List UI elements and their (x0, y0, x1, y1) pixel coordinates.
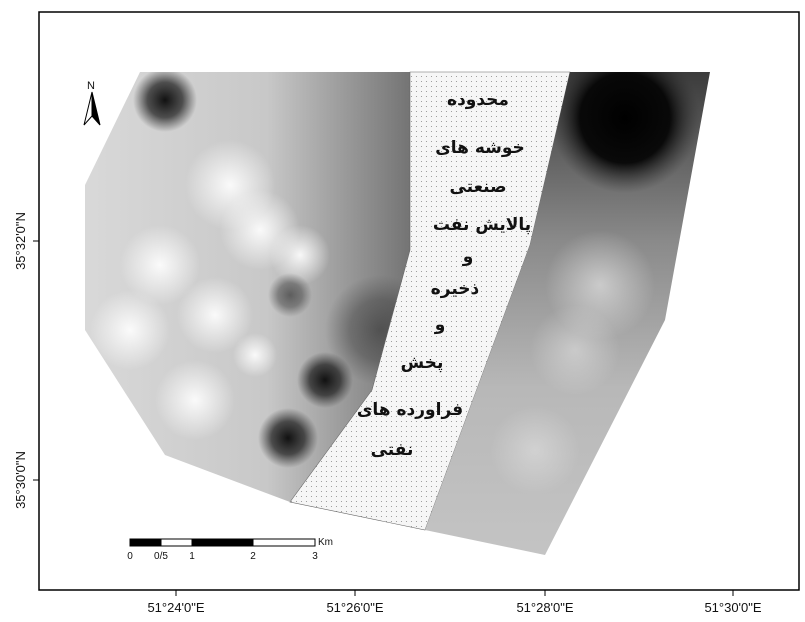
scale-unit-label: Km (318, 537, 333, 548)
x-tick-label-4: 51°30'0"E (704, 600, 761, 615)
zone-label-line: پخش (401, 353, 444, 373)
scale-bar: 0 0/5 1 2 3 Km (127, 537, 333, 562)
scale-label-3: 3 (312, 551, 318, 562)
zone-label-line: ذخیره (431, 279, 480, 299)
zone-label-line: خوشه های (435, 138, 525, 158)
y-tick-label-2: 35°30'0"N (13, 451, 28, 509)
north-arrow: N (83, 80, 101, 126)
zone-label-line: صنعتی (449, 177, 506, 197)
zone-label-line: پالایش نفت (433, 215, 531, 235)
north-arrow-label: N (87, 80, 95, 92)
scale-label-2: 2 (250, 551, 256, 562)
y-tick-label-1: 35°32'0"N (13, 212, 28, 270)
y-axis: 35°32'0"N 35°30'0"N (13, 212, 39, 509)
scale-label-1: 1 (189, 551, 195, 562)
scale-label-0: 0 (127, 551, 133, 562)
x-axis: 51°24'0"E 51°26'0"E 51°28'0"E 51°30'0"E (147, 590, 762, 615)
zone-label-line: و (434, 315, 446, 335)
x-tick-label-1: 51°24'0"E (147, 600, 204, 615)
industrial-zone-area (289, 71, 571, 531)
zone-label-line: فراورده های (357, 400, 463, 420)
zone-label-line: محدوده (447, 90, 509, 110)
zone-label-line: و (462, 247, 474, 267)
scale-label-0-5: 0/5 (154, 551, 168, 562)
x-tick-label-2: 51°26'0"E (326, 600, 383, 615)
x-tick-label-3: 51°28'0"E (516, 600, 573, 615)
zone-label-line: نفتی (371, 440, 414, 460)
zone-label: محدوده خوشه های صنعتی پالایش نفت و ذخیره و پخش ف… (357, 90, 531, 460)
